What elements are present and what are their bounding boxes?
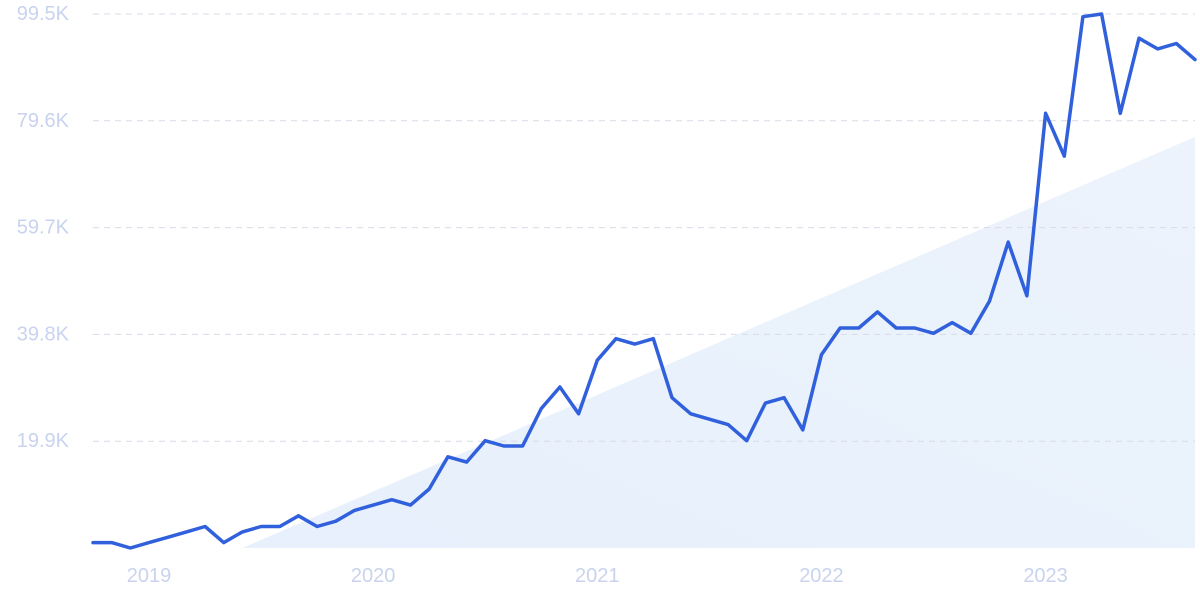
y-tick-label: 39.8K	[17, 323, 70, 345]
trend-area	[242, 136, 1196, 548]
y-axis-ticks: 19.9K 39.8K 59.7K 79.6K 99.5K	[17, 3, 70, 452]
y-tick-label: 99.5K	[17, 3, 70, 25]
y-tick-label: 59.7K	[17, 217, 70, 239]
x-tick-label: 2023	[1023, 565, 1068, 587]
x-tick-label: 2022	[799, 565, 844, 587]
x-tick-label: 2019	[127, 565, 172, 587]
series-layer	[91, 12, 1197, 550]
x-axis-ticks: 2019 2020 2021 2022 2023	[127, 565, 1068, 587]
gridlines	[93, 13, 1195, 442]
x-tick-label: 2020	[351, 565, 396, 587]
x-tick-label: 2021	[575, 565, 620, 587]
trend-area-layer	[242, 136, 1196, 548]
y-tick-label: 79.6K	[17, 110, 70, 132]
y-tick-label: 19.9K	[17, 430, 70, 452]
series-line	[91, 12, 1197, 550]
